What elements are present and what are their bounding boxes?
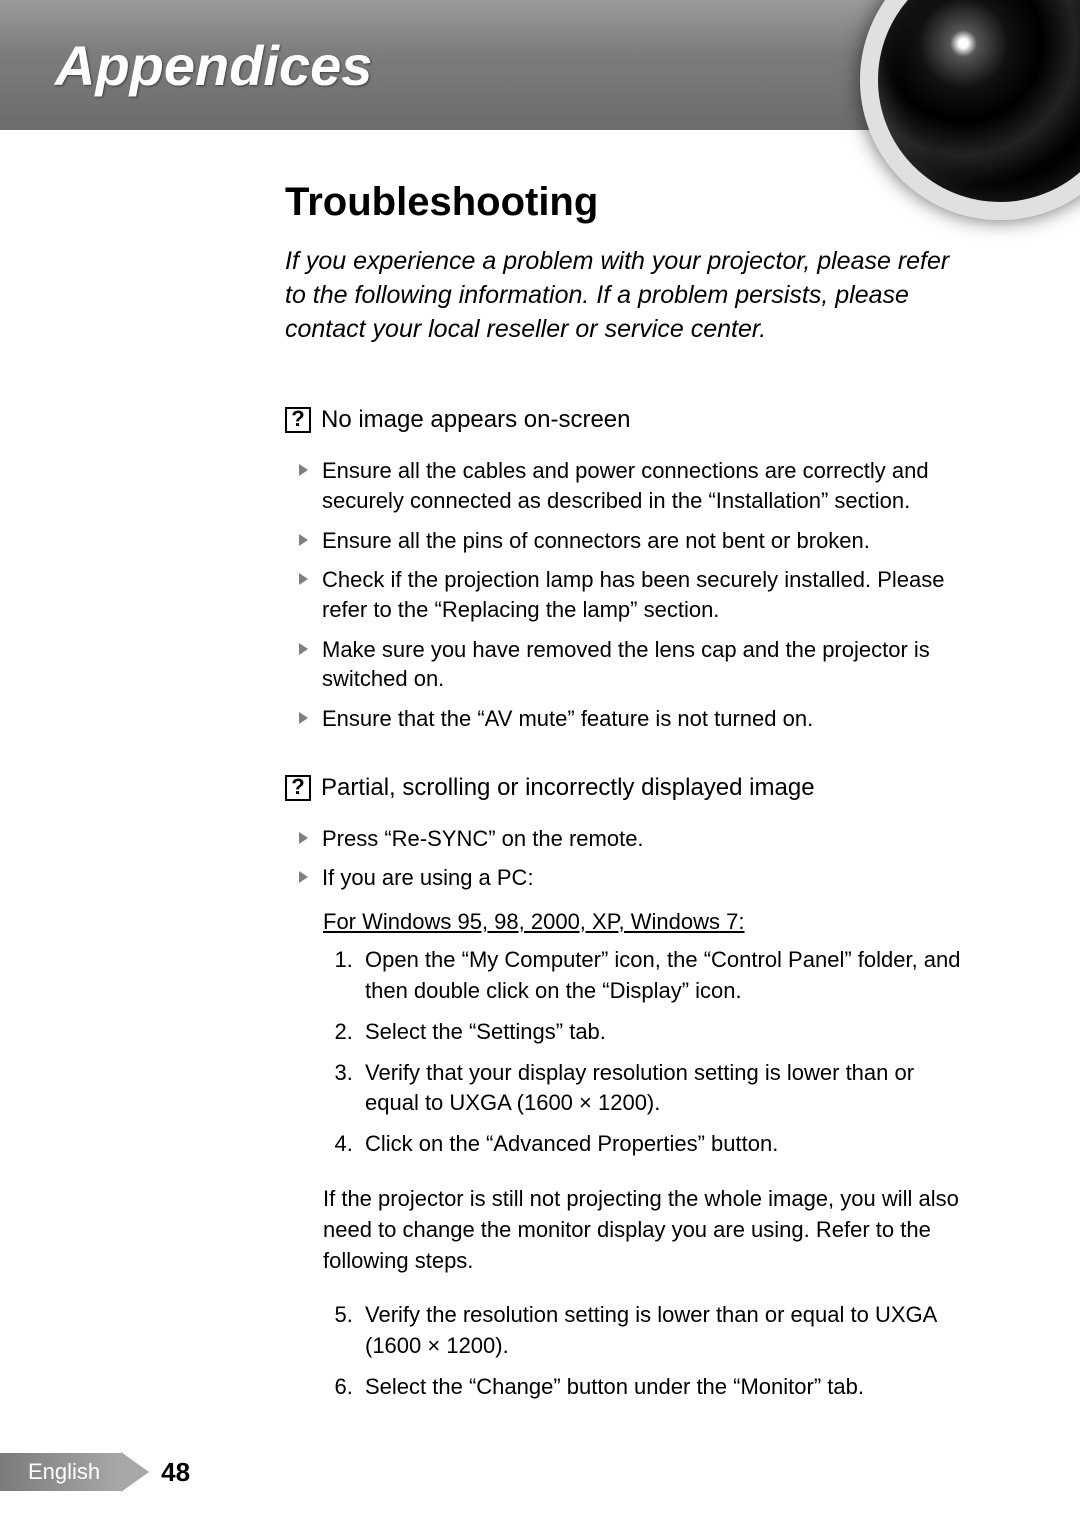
bullet-list: Press “Re-SYNC” on the remote. If you ar… — [285, 824, 965, 893]
triangle-icon — [299, 712, 308, 724]
list-item-text: Make sure you have removed the lens cap … — [322, 635, 965, 694]
section-intro: If you experience a problem with your pr… — [285, 245, 965, 346]
list-item: Press “Re-SYNC” on the remote. — [285, 824, 965, 854]
issue-heading-text: No image appears on-screen — [321, 406, 631, 434]
list-item-text: Ensure that the “AV mute” feature is not… — [322, 704, 813, 734]
numbered-list-a: Open the “My Computer” icon, the “Contro… — [359, 945, 965, 1160]
issue-heading: ? Partial, scrolling or incorrectly disp… — [285, 774, 965, 802]
triangle-icon — [299, 573, 308, 585]
triangle-icon — [299, 832, 308, 844]
list-item: Select the “Change” button under the “Mo… — [359, 1372, 965, 1403]
bullet-list: Ensure all the cables and power connecti… — [285, 456, 965, 734]
list-item: Ensure that the “AV mute” feature is not… — [285, 704, 965, 734]
mid-paragraph: If the projector is still not projecting… — [323, 1184, 965, 1276]
footer-language: English — [0, 1453, 122, 1491]
list-item: Ensure all the pins of connectors are no… — [285, 526, 965, 556]
question-icon: ? — [285, 407, 311, 433]
header-band: Appendices — [0, 0, 1080, 130]
issue-heading: ? No image appears on-screen — [285, 406, 965, 434]
footer: English 48 — [0, 1452, 190, 1492]
list-item: Check if the projection lamp has been se… — [285, 565, 965, 624]
list-item-text: Ensure all the pins of connectors are no… — [322, 526, 870, 556]
list-item: Make sure you have removed the lens cap … — [285, 635, 965, 694]
page-number: 48 — [161, 1457, 190, 1488]
question-icon: ? — [285, 775, 311, 801]
numbered-list-b: Verify the resolution setting is lower t… — [359, 1300, 965, 1402]
list-item: Click on the “Advanced Properties” butto… — [359, 1129, 965, 1160]
list-item: Ensure all the cables and power connecti… — [285, 456, 965, 515]
list-item: Verify the resolution setting is lower t… — [359, 1300, 965, 1362]
chevron-icon — [121, 1452, 149, 1492]
triangle-icon — [299, 464, 308, 476]
pc-heading: For Windows 95, 98, 2000, XP, Windows 7: — [323, 909, 965, 935]
header-title: Appendices — [55, 33, 372, 98]
list-item-text: Check if the projection lamp has been se… — [322, 565, 965, 624]
list-item-text: Ensure all the cables and power connecti… — [322, 456, 965, 515]
content-area: Troubleshooting If you experience a prob… — [0, 130, 1080, 1403]
list-item: Select the “Settings” tab. — [359, 1017, 965, 1048]
section-title: Troubleshooting — [285, 180, 965, 225]
issue-heading-text: Partial, scrolling or incorrectly displa… — [321, 774, 815, 802]
triangle-icon — [299, 643, 308, 655]
list-item-text: If you are using a PC: — [322, 863, 534, 893]
list-item: Verify that your display resolution sett… — [359, 1058, 965, 1120]
list-item: If you are using a PC: — [285, 863, 965, 893]
list-item: Open the “My Computer” icon, the “Contro… — [359, 945, 965, 1007]
triangle-icon — [299, 534, 308, 546]
list-item-text: Press “Re-SYNC” on the remote. — [322, 824, 644, 854]
triangle-icon — [299, 871, 308, 883]
